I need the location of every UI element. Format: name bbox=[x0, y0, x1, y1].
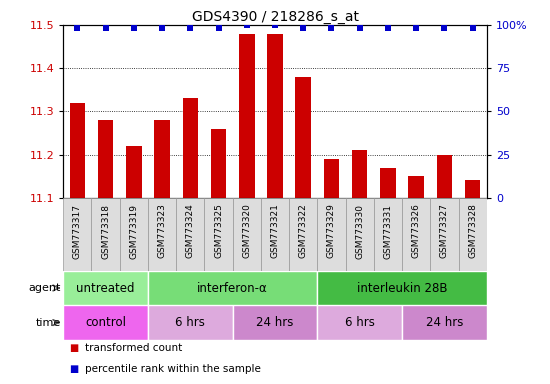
Bar bbox=[126, 146, 141, 198]
Bar bbox=[261, 198, 289, 271]
Bar bbox=[211, 129, 226, 198]
Bar bbox=[352, 150, 367, 198]
Text: agent: agent bbox=[28, 283, 60, 293]
Point bbox=[73, 25, 82, 31]
Bar bbox=[402, 305, 487, 340]
Text: GSM773324: GSM773324 bbox=[186, 204, 195, 258]
Text: GSM773323: GSM773323 bbox=[157, 204, 167, 258]
Point bbox=[327, 25, 336, 31]
Bar bbox=[63, 198, 91, 271]
Text: 6 hrs: 6 hrs bbox=[345, 316, 375, 329]
Text: control: control bbox=[85, 316, 126, 329]
Text: 24 hrs: 24 hrs bbox=[426, 316, 463, 329]
Text: percentile rank within the sample: percentile rank within the sample bbox=[85, 364, 261, 374]
Bar bbox=[430, 198, 459, 271]
Bar bbox=[317, 198, 345, 271]
Text: 6 hrs: 6 hrs bbox=[175, 316, 205, 329]
Point bbox=[355, 25, 364, 31]
Text: GSM773326: GSM773326 bbox=[411, 204, 421, 258]
Point bbox=[271, 22, 279, 28]
Bar bbox=[317, 305, 402, 340]
Bar bbox=[176, 198, 205, 271]
Text: GSM773325: GSM773325 bbox=[214, 204, 223, 258]
Text: GSM773321: GSM773321 bbox=[271, 204, 279, 258]
Point bbox=[440, 25, 449, 31]
Text: GSM773320: GSM773320 bbox=[242, 204, 251, 258]
Bar bbox=[63, 305, 148, 340]
Point bbox=[243, 22, 251, 28]
Point bbox=[468, 25, 477, 31]
Point bbox=[383, 25, 392, 31]
Bar bbox=[402, 198, 430, 271]
Bar bbox=[437, 155, 452, 198]
Text: transformed count: transformed count bbox=[85, 343, 183, 353]
Text: time: time bbox=[35, 318, 60, 328]
Bar bbox=[233, 305, 317, 340]
Point bbox=[186, 25, 195, 31]
Bar bbox=[289, 198, 317, 271]
Text: GSM773322: GSM773322 bbox=[299, 204, 308, 258]
Point bbox=[158, 25, 167, 31]
Bar bbox=[317, 271, 487, 305]
Bar bbox=[465, 180, 480, 198]
Text: ■: ■ bbox=[69, 343, 78, 353]
Text: GSM773319: GSM773319 bbox=[129, 204, 139, 258]
Bar bbox=[459, 198, 487, 271]
Bar bbox=[239, 34, 255, 198]
Bar bbox=[295, 77, 311, 198]
Text: ■: ■ bbox=[69, 364, 78, 374]
Bar bbox=[120, 198, 148, 271]
Bar bbox=[98, 120, 113, 198]
Text: GSM773317: GSM773317 bbox=[73, 204, 82, 258]
Text: interferon-α: interferon-α bbox=[197, 281, 268, 295]
Bar bbox=[91, 198, 120, 271]
Bar bbox=[374, 198, 402, 271]
Text: GDS4390 / 218286_s_at: GDS4390 / 218286_s_at bbox=[191, 10, 359, 23]
Text: interleukin 28B: interleukin 28B bbox=[357, 281, 447, 295]
Text: GSM773328: GSM773328 bbox=[468, 204, 477, 258]
Text: 24 hrs: 24 hrs bbox=[256, 316, 294, 329]
Bar bbox=[324, 159, 339, 198]
Bar bbox=[183, 98, 198, 198]
Text: GSM773318: GSM773318 bbox=[101, 204, 110, 258]
Bar bbox=[70, 103, 85, 198]
Bar bbox=[233, 198, 261, 271]
Point bbox=[129, 25, 138, 31]
Bar bbox=[409, 176, 424, 198]
Text: GSM773327: GSM773327 bbox=[440, 204, 449, 258]
Text: GSM773329: GSM773329 bbox=[327, 204, 336, 258]
Text: GSM773331: GSM773331 bbox=[383, 204, 393, 258]
Bar bbox=[155, 120, 170, 198]
Bar bbox=[148, 305, 233, 340]
Point bbox=[299, 25, 307, 31]
Point bbox=[214, 25, 223, 31]
Point bbox=[412, 25, 421, 31]
Bar bbox=[148, 198, 176, 271]
Point bbox=[101, 25, 110, 31]
Bar bbox=[345, 198, 374, 271]
Bar bbox=[380, 167, 395, 198]
Bar bbox=[267, 34, 283, 198]
Text: GSM773330: GSM773330 bbox=[355, 204, 364, 258]
Bar bbox=[205, 198, 233, 271]
Bar bbox=[63, 271, 148, 305]
Bar bbox=[148, 271, 317, 305]
Text: untreated: untreated bbox=[76, 281, 135, 295]
